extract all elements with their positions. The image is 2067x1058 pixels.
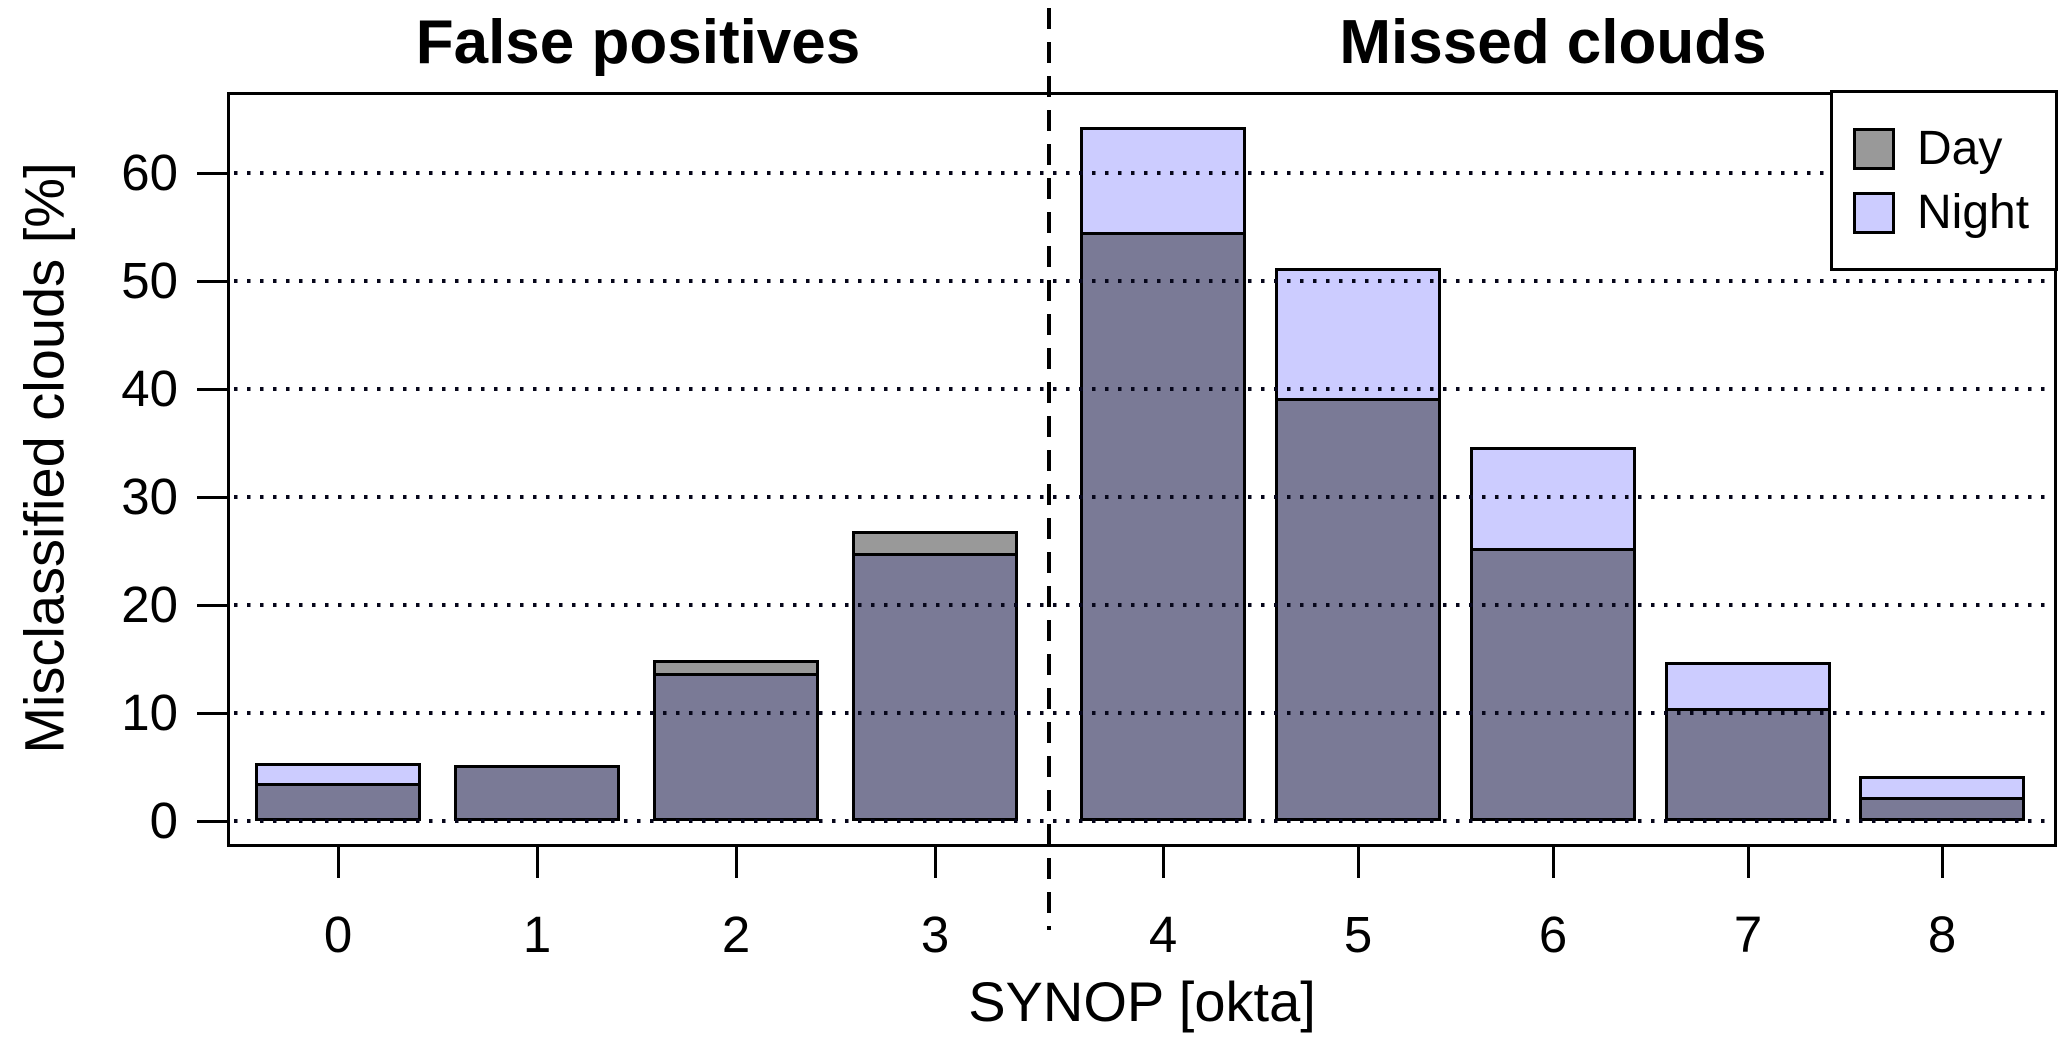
y-tick-50: [197, 279, 227, 283]
x-tick-0: [336, 847, 340, 878]
legend-label-night: Night: [1917, 185, 2030, 239]
bar-5-overlap-segment: [1275, 397, 1441, 821]
bar-8-top-segment: [1859, 775, 2025, 798]
gridline-0: [234, 819, 2050, 823]
y-tick-10: [197, 711, 227, 715]
x-tick-label-2: 2: [721, 906, 751, 963]
right-group-title: Missed clouds: [1339, 8, 1767, 77]
y-tick-60: [197, 171, 227, 175]
gridline-10: [234, 711, 2050, 715]
bar-4-overlap-segment: [1080, 232, 1246, 821]
x-tick-3: [933, 847, 937, 878]
legend-label-day: Day: [1917, 121, 2003, 175]
bar-4-top-segment: [1080, 126, 1246, 233]
y-tick-40: [197, 387, 227, 391]
bar-0-top-segment: [255, 762, 421, 784]
left-group-title: False positives: [415, 8, 861, 77]
y-tick-label-30: 30: [121, 468, 178, 525]
y-tick-30: [197, 495, 227, 499]
x-tick-5: [1356, 847, 1360, 878]
y-tick-label-50: 50: [121, 252, 178, 309]
x-tick-label-5: 5: [1343, 906, 1373, 963]
night-swatch-icon: [1853, 191, 1895, 234]
bar-2-top-segment: [653, 660, 819, 674]
bar-2-overlap-segment: [653, 673, 819, 821]
y-axis-title: Misclassified clouds [%]: [12, 162, 76, 754]
y-tick-label-0: 0: [149, 792, 178, 849]
bar-3-top-segment: [852, 530, 1018, 554]
legend-row-night: Night: [1853, 185, 2055, 239]
y-tick-label-40: 40: [121, 360, 178, 417]
x-tick-label-8: 8: [1927, 906, 1957, 963]
bar-8-overlap-segment: [1859, 797, 2025, 821]
x-tick-6: [1551, 847, 1555, 878]
grid-layer: [230, 95, 2054, 844]
x-tick-label-6: 6: [1538, 906, 1568, 963]
x-tick-7: [1746, 847, 1750, 878]
x-tick-2: [734, 847, 738, 878]
x-tick-1: [535, 847, 539, 878]
bar-7-overlap-segment: [1665, 707, 1831, 821]
x-tick-4: [1161, 847, 1165, 878]
gridline-30: [234, 495, 2050, 499]
x-tick-label-7: 7: [1733, 906, 1763, 963]
gridline-40: [234, 387, 2050, 391]
y-tick-20: [197, 603, 227, 607]
plot-area: [227, 92, 2057, 847]
bar-7-top-segment: [1665, 662, 1831, 708]
x-tick-label-1: 1: [522, 906, 552, 963]
y-tick-label-20: 20: [121, 576, 178, 633]
bar-1-overlap-segment: [454, 764, 620, 821]
bar-5-top-segment: [1275, 268, 1441, 398]
y-tick-label-10: 10: [121, 684, 178, 741]
x-axis-title: SYNOP [okta]: [968, 970, 1316, 1033]
y-tick-0: [197, 819, 227, 823]
bar-3-overlap-segment: [852, 553, 1018, 821]
legend: Day Night: [1830, 90, 2058, 271]
bar-0-overlap-segment: [255, 783, 421, 821]
x-tick-label-3: 3: [920, 906, 950, 963]
bar-6-overlap-segment: [1470, 547, 1636, 821]
x-tick-label-0: 0: [323, 906, 353, 963]
gridline-60: [234, 171, 2050, 175]
group-divider-dashed-line: [1047, 8, 1051, 930]
y-tick-label-60: 60: [121, 144, 178, 201]
day-swatch-icon: [1853, 127, 1895, 170]
gridline-50: [234, 279, 2050, 283]
x-tick-label-4: 4: [1148, 906, 1178, 963]
gridline-20: [234, 603, 2050, 607]
legend-row-day: Day: [1853, 121, 2055, 175]
x-tick-8: [1940, 847, 1944, 878]
